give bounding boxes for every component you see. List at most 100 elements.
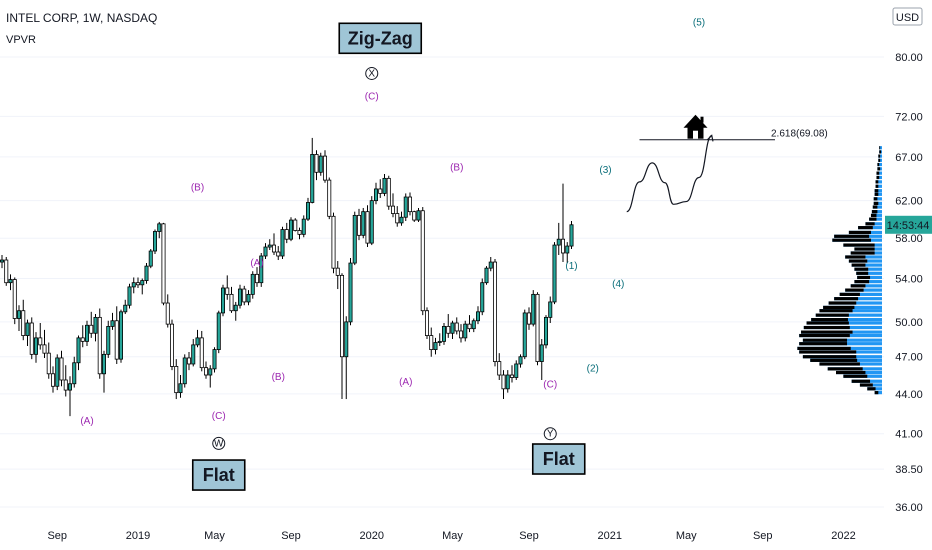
candle-body	[467, 323, 472, 330]
price-axis: 80.00 72.00 67.00 62.00 58.00 54.00 50.00 47.00…	[895, 52, 923, 514]
circled-label-ring	[212, 436, 226, 450]
annotations: (A) (B) (C) (A) (B) (C) (A) (B) (C) (1) (2) (3) (4) (…	[80, 17, 828, 491]
symbol-title: INTEL CORP, 1W, NASDAQ	[6, 11, 157, 25]
candle-body	[301, 218, 306, 235]
candle-body	[220, 287, 225, 314]
time-tick-label: May	[204, 530, 225, 542]
candle-body	[348, 262, 353, 323]
currency-label[interactable]: USD	[892, 7, 923, 26]
candle-body	[29, 322, 34, 355]
candle-body	[229, 293, 234, 312]
candle-body	[331, 215, 336, 269]
candle-body	[514, 363, 519, 378]
price-tick-label: 38.50	[895, 464, 923, 476]
house-icon	[683, 114, 708, 139]
candle-body	[225, 287, 230, 295]
volume-profile-bar-dark	[843, 243, 875, 247]
volume-profile-bar	[851, 263, 882, 267]
volume-profile-bar-dark	[797, 346, 851, 351]
volume-profile	[797, 146, 882, 395]
candle-body	[4, 259, 9, 284]
candle-body	[403, 196, 408, 218]
wave-label: (3)	[599, 165, 611, 176]
candle-body	[390, 205, 395, 214]
volume-profile-bar-dark	[870, 213, 877, 217]
candle-body	[522, 312, 527, 358]
time-tick-label: Sep	[519, 530, 539, 542]
wave-label: (B)	[191, 183, 204, 194]
volume-profile-bar-dark	[851, 263, 866, 267]
price-tick-label: 72.00	[895, 111, 923, 123]
price-axis-area[interactable]	[884, 0, 932, 525]
candle-body	[178, 383, 183, 394]
volume-profile-bar-dark	[854, 280, 870, 284]
volume-profile-bar-dark	[834, 234, 870, 238]
candle-body	[356, 214, 361, 236]
indicator-label[interactable]: VPVR	[6, 34, 36, 46]
time-tick-label: Sep	[281, 530, 301, 542]
wave-label: (B)	[272, 372, 285, 383]
time-tick-label: Sep	[47, 530, 67, 542]
wave-label: (2)	[587, 363, 599, 374]
volume-profile-bar-dark	[876, 171, 880, 175]
candle-body	[208, 368, 213, 376]
volume-profile-bar-dark	[856, 271, 869, 275]
candle-body	[216, 312, 221, 350]
candle-body	[233, 304, 238, 312]
time-tick-label: 2020	[360, 530, 384, 542]
price-tick-label: 62.00	[895, 196, 923, 208]
candle-body	[246, 293, 251, 303]
volume-profile-bar-dark	[878, 158, 881, 162]
candle-body	[106, 325, 111, 355]
candle-body	[420, 210, 425, 312]
candle-body	[484, 267, 489, 284]
candle-body	[16, 310, 21, 319]
volume-profile-bar-dark	[803, 325, 850, 330]
volume-profile-bar-dark	[815, 313, 849, 317]
volume-profile-bar-dark	[836, 370, 866, 375]
candle-body	[450, 322, 455, 334]
volume-profile-bar-dark	[854, 247, 875, 251]
volume-profile-bar	[875, 184, 882, 188]
candle-body	[72, 362, 77, 385]
pattern-box	[531, 443, 586, 475]
candle-body	[174, 366, 179, 394]
candle-body	[34, 337, 39, 355]
volume-profile-bar-dark	[875, 180, 879, 184]
time-tick-label: 2021	[598, 530, 622, 542]
candle-body	[561, 238, 566, 254]
volume-profile-bar-dark	[858, 226, 873, 230]
candle-body	[471, 320, 476, 330]
volume-profile-bar-dark	[851, 379, 871, 383]
candle-body	[344, 321, 349, 358]
volume-profile-bar-dark	[865, 222, 875, 226]
last-price-tag: 14:53:44	[885, 215, 932, 234]
volume-profile-bar-dark	[854, 267, 869, 271]
pattern-box	[191, 459, 246, 491]
volume-profile-bar-dark	[799, 342, 848, 346]
candle-body	[242, 288, 247, 303]
fib-level-label: 2.618(69.08)	[771, 129, 828, 140]
candle-body	[161, 223, 166, 304]
candle-body	[475, 311, 480, 322]
candle-body	[93, 316, 98, 334]
house-chimney	[700, 116, 704, 123]
volume-profile-bar-dark	[832, 238, 871, 242]
circled-label: W	[214, 438, 224, 449]
candle-body	[157, 223, 162, 232]
candle-body	[237, 288, 242, 306]
volume-profile-bar	[873, 197, 882, 201]
candle-body	[254, 273, 259, 284]
candle-body	[556, 238, 561, 246]
price-tick-label: 67.00	[895, 152, 923, 164]
time-axis-area[interactable]	[0, 525, 932, 550]
candle-body	[497, 361, 502, 376]
candle-body	[89, 324, 94, 334]
volume-profile-bar-dark	[819, 362, 860, 366]
candle-body	[119, 311, 124, 360]
volume-profile-bar-dark	[876, 175, 880, 180]
candle-body	[102, 353, 107, 375]
circled-label-ring	[365, 66, 379, 80]
